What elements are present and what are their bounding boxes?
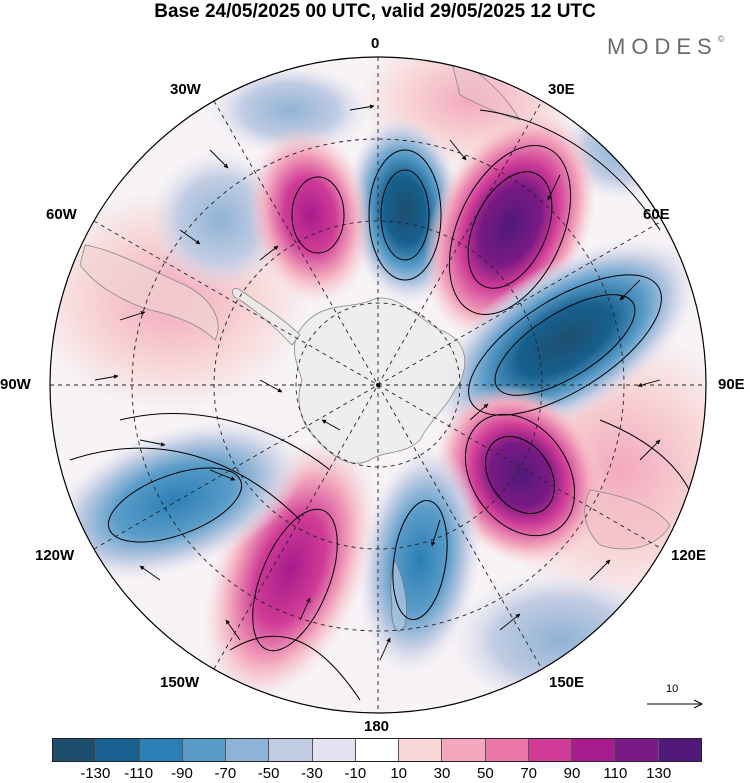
south-pole-marker (376, 383, 380, 387)
longitude-label-180: 180 (364, 718, 390, 735)
colorbar-tick-label: 10 (390, 765, 407, 782)
colorbar-swatch (182, 739, 227, 761)
longitude-label-90e: 90E (718, 376, 745, 393)
brand-text: MODES (607, 34, 718, 59)
colorbar-tick-label: -110 (124, 765, 154, 782)
reference-vector: 10 (646, 683, 704, 717)
australia (584, 489, 671, 550)
longitude-label-60e: 60E (643, 206, 670, 223)
reference-vector-label: 10 (666, 683, 679, 695)
colorbar-tick-label: 110 (603, 765, 628, 782)
reference-arrow-icon (647, 699, 704, 709)
longitude-label-120e: 120E (671, 547, 707, 564)
colorbar-swatch (615, 739, 659, 761)
longitude-label-120w: 120W (35, 547, 75, 564)
brand-mark: © (717, 33, 725, 44)
colorbar-tick-label: -10 (344, 765, 367, 782)
colorbar-swatch (442, 739, 486, 761)
colorbar-swatch (658, 739, 701, 761)
colorbar-tick-label: -90 (171, 765, 193, 782)
colorbar-tick-labels: -130 -110 -90 -70 -50 -30 -10 10 30 50 70 90 110 130 (0, 765, 750, 783)
longitude-label-60w: 60W (46, 206, 77, 223)
colorbar-tick-label: -30 (301, 765, 323, 782)
map-title: Base 24/05/2025 00 UTC, valid 29/05/2025… (154, 1, 596, 22)
colorbar-swatch (399, 739, 443, 761)
map-boundary (49, 56, 707, 714)
colorbar (52, 738, 702, 762)
colorbar-tick-label: -130 (80, 765, 111, 782)
colorbar-tick-label: 30 (433, 765, 451, 782)
antarctic-peninsula (232, 288, 301, 346)
colorbar-swatch (572, 739, 616, 761)
longitude-label-90w: 90W (0, 376, 31, 393)
colorbar-swatch (312, 739, 356, 761)
colorbar-tick-label: 90 (563, 765, 581, 782)
longitude-label-30w: 30W (170, 81, 201, 98)
colorbar-tick-label: 130 (646, 765, 672, 782)
colorbar-tick-label: 70 (520, 765, 537, 782)
colorbar-swatch (226, 739, 270, 761)
longitude-label-30e: 30E (548, 81, 575, 98)
colorbar-tick-label: -70 (214, 765, 237, 782)
polar-map (49, 56, 707, 714)
colorbar-swatch (528, 739, 573, 761)
colorbar-swatch (269, 739, 313, 761)
south-america (79, 244, 219, 341)
streamlines (69, 109, 701, 701)
colorbar-swatch (485, 739, 529, 761)
longitude-label-0: 0 (371, 35, 380, 52)
colorbar-swatch (139, 739, 183, 761)
longitude-label-150e: 150E (549, 674, 585, 691)
antarctica-landmass (293, 297, 466, 464)
colorbar-swatch (96, 739, 140, 761)
colorbar-tick-label: 50 (476, 765, 494, 782)
colorbar-swatch (355, 739, 400, 761)
modes-logo: MODES© (607, 34, 724, 60)
longitude-label-150w: 150W (160, 674, 200, 691)
colorbar-tick-label: -50 (257, 765, 280, 782)
colorbar-swatch (53, 739, 97, 761)
